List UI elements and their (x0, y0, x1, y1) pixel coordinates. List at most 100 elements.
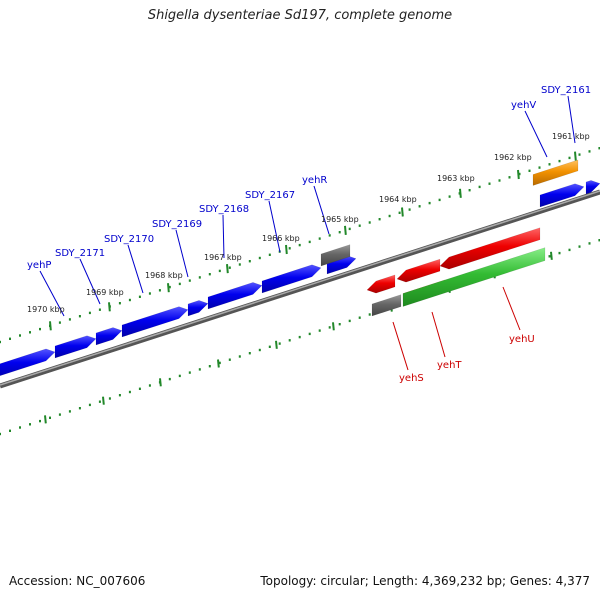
scale-dot (148, 292, 151, 295)
scale-dot (408, 208, 411, 211)
scale-dot (558, 251, 561, 255)
scale-dot (498, 179, 501, 182)
scale-tick (159, 378, 162, 387)
scale-dot (478, 185, 481, 189)
scale-dot (568, 156, 571, 160)
scale-label-1964: 1964 kbp (379, 195, 417, 204)
gene-label-yehR[interactable]: yehR (302, 175, 327, 186)
scale-dot (39, 419, 41, 423)
scale-dot (538, 166, 541, 169)
leader-yehV (524, 110, 548, 158)
feature-orange-1[interactable] (532, 159, 579, 186)
scale-dot (228, 266, 231, 269)
scale-dot (188, 279, 191, 282)
label-leaders (39, 95, 576, 371)
scale-dot (308, 240, 311, 244)
scale-dot (388, 214, 391, 218)
gene-label-yehS[interactable]: yehS (399, 373, 424, 384)
scale-label-1965: 1965 kbp (321, 215, 359, 224)
scale-dot (368, 313, 371, 316)
cds-SDY_2168[interactable] (187, 300, 209, 317)
gene-features (0, 159, 600, 379)
scale-dot (488, 182, 491, 185)
scale-dot (9, 337, 11, 340)
scale-tick (217, 359, 220, 368)
gene-label-yehV[interactable]: yehV (511, 100, 536, 111)
scale-dot (168, 285, 171, 289)
cds-SDY_2171[interactable] (54, 335, 97, 359)
leader-yehT (431, 311, 446, 358)
gene-label-SDY_2169[interactable]: SDY_2169 (152, 219, 202, 230)
leader-SDY_2169 (175, 229, 189, 278)
cds-yehV[interactable] (539, 183, 585, 208)
gene-label-SDY_2171[interactable]: SDY_2171 (55, 248, 105, 259)
scale-dot (148, 384, 151, 387)
scale-dot (58, 413, 61, 416)
scale-dot (98, 400, 101, 403)
leader-yehS (392, 321, 409, 371)
scale-dot (168, 377, 171, 381)
scale-tick (401, 207, 404, 217)
scale-dot (598, 239, 600, 242)
scale-dot (588, 242, 591, 245)
feature-gray-1[interactable] (320, 244, 351, 267)
scale-tick (285, 244, 288, 255)
gene-label-yehU[interactable]: yehU (509, 334, 535, 345)
scale-tick (517, 169, 520, 180)
cds-SDY_2167-b[interactable] (261, 264, 322, 294)
scale-dot (78, 407, 81, 410)
scale-dot (228, 358, 231, 361)
scale-dot (278, 342, 281, 345)
cds-yehS[interactable] (366, 274, 396, 294)
scale-dot (88, 403, 91, 407)
scale-tick (275, 340, 278, 349)
scale-dot (0, 340, 1, 344)
scale-dot (348, 227, 351, 231)
cds-SDY_2167-a[interactable] (207, 282, 263, 310)
gene-label-yehT[interactable]: yehT (437, 360, 462, 371)
scale-dot (328, 326, 331, 329)
genome-summary-text: Topology: circular; Length: 4,369,232 bp… (260, 574, 590, 588)
gene-label-SDY_2168[interactable]: SDY_2168 (199, 204, 249, 215)
scale-dot (198, 368, 201, 371)
scale-dot (188, 371, 191, 374)
scale-label-1968: 1968 kbp (145, 271, 183, 280)
scale-dot (128, 298, 131, 302)
scale-dot (358, 316, 361, 319)
gene-label-SDY_2170[interactable]: SDY_2170 (104, 234, 154, 245)
scale-dot (368, 221, 371, 224)
cds-yehU[interactable] (439, 227, 541, 270)
scale-dot (98, 308, 101, 311)
leader-yehP (39, 270, 65, 317)
scale-dot (258, 348, 261, 352)
cds-SDY_2170[interactable] (95, 327, 123, 346)
cds-yehP[interactable] (0, 348, 56, 379)
scale-dot (238, 263, 241, 266)
scale-label-1970: 1970 kbp (27, 305, 65, 314)
scale-dot (578, 153, 581, 156)
scale-tick (49, 321, 52, 331)
feature-green[interactable] (402, 247, 546, 307)
scale-dot (68, 318, 71, 321)
cds-SDY_2161[interactable] (585, 180, 600, 195)
scale-dot (19, 426, 21, 429)
scale-dot (128, 390, 131, 394)
scale-dot (248, 260, 251, 263)
scale-dot (88, 311, 91, 315)
cds-SDY_2169[interactable] (121, 306, 189, 338)
scale-dot (208, 273, 211, 276)
scale-dot (398, 211, 401, 214)
gene-label-SDY_2167[interactable]: SDY_2167 (245, 190, 295, 201)
gene-label-SDY_2161[interactable]: SDY_2161 (541, 85, 591, 96)
scale-dot (298, 335, 301, 339)
feature-gray-2[interactable] (371, 294, 402, 317)
scale-dot (198, 276, 201, 279)
leader-SDY_2167 (268, 200, 281, 253)
scale-dot (548, 163, 551, 166)
gene-label-yehP[interactable]: yehP (27, 260, 51, 271)
scale-dot (178, 282, 181, 286)
scale-dot (448, 195, 451, 198)
cds-yehT[interactable] (396, 258, 441, 283)
scale-tick (102, 396, 105, 405)
